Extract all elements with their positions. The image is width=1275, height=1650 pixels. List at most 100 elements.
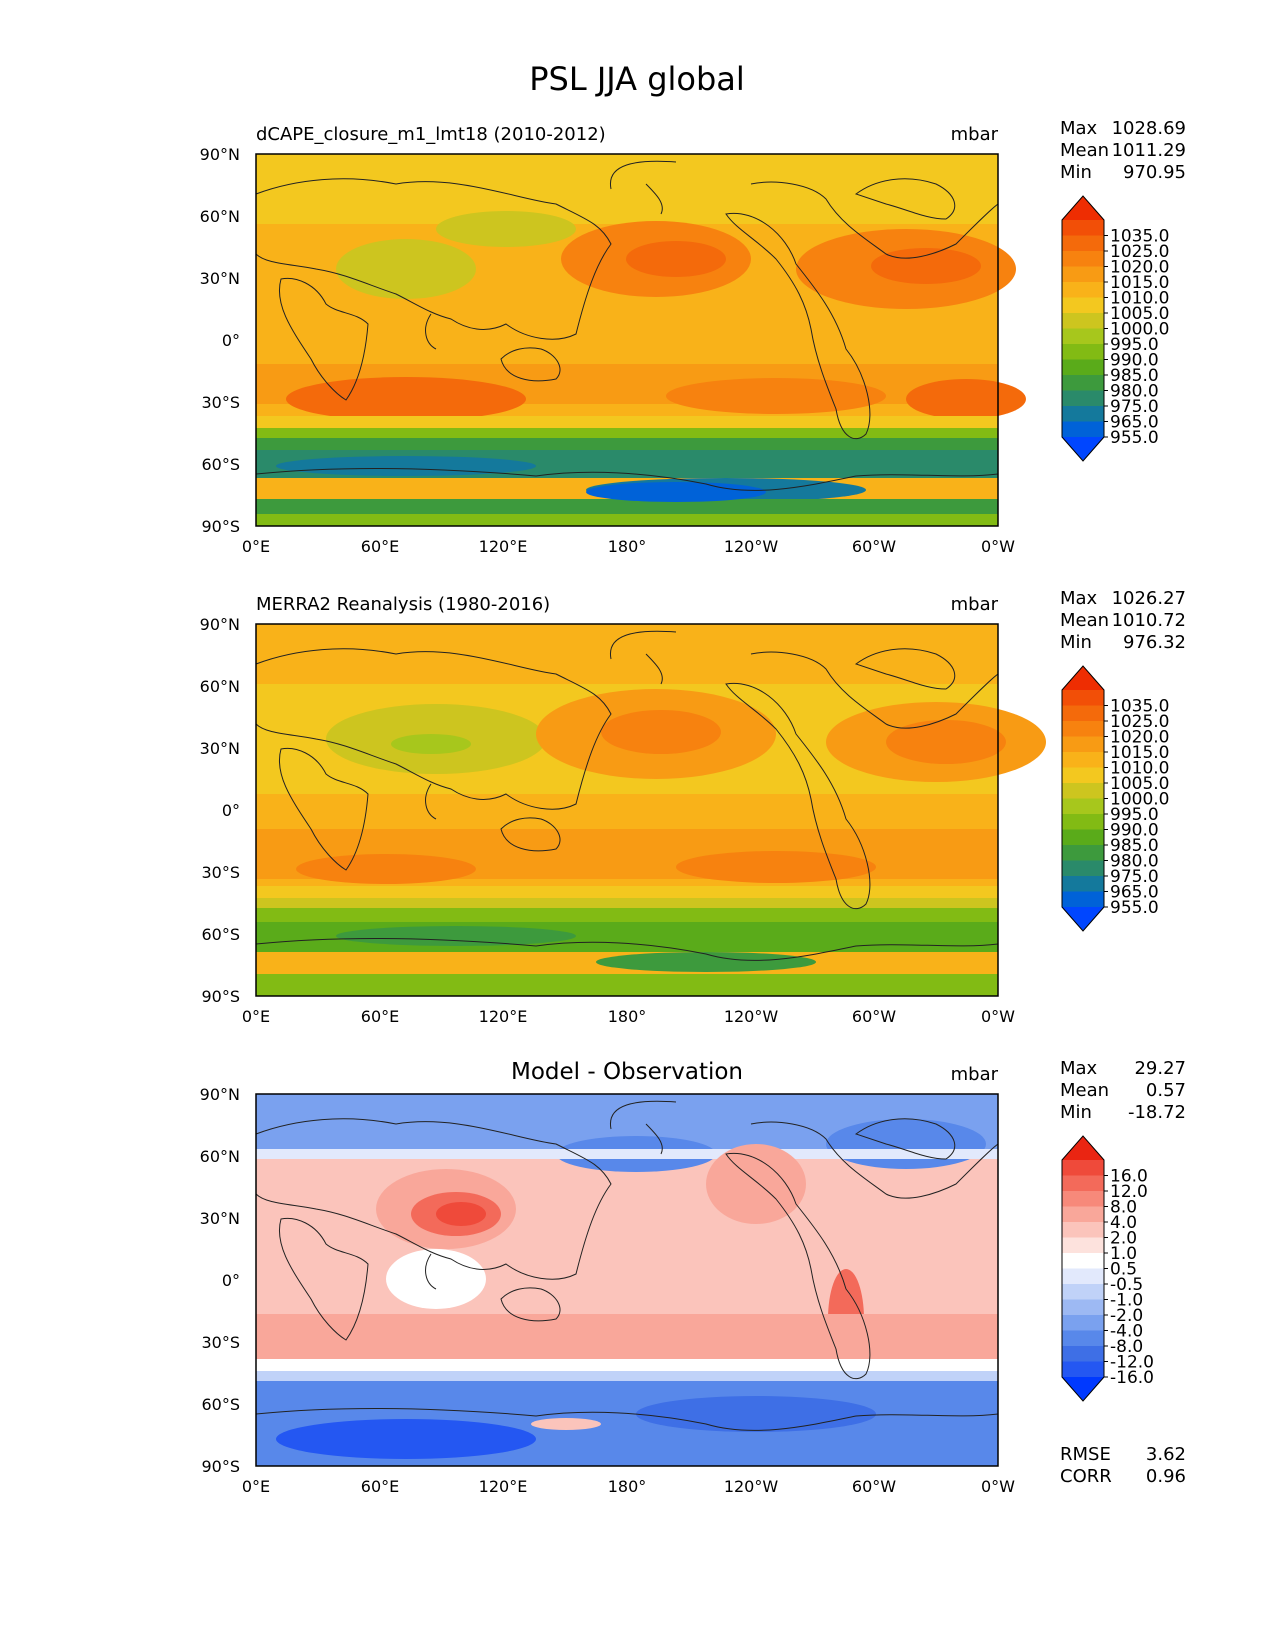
colorbar-tick-label: 1005.0: [1110, 304, 1169, 324]
field-high: [296, 854, 476, 884]
colorbar-segment: [1062, 344, 1104, 361]
colorbar-tick-label: 1000.0: [1110, 320, 1169, 340]
map-frame: [255, 1093, 999, 1467]
lat-tick: 60°S: [201, 925, 240, 944]
colorbar-segment: [1062, 829, 1104, 846]
lon-tick: 0°E: [242, 537, 270, 556]
colorbar-segment: [1062, 783, 1104, 800]
stat-min-label: Min: [1060, 162, 1092, 183]
colorbar-tick-label: 2.0: [1110, 1229, 1137, 1249]
field-high: [601, 710, 721, 754]
lon-tick: 120°E: [479, 1477, 528, 1496]
lat-tick: 0°: [222, 801, 240, 820]
panel-label: dCAPE_closure_m1_lmt18 (2010-2012): [256, 124, 606, 145]
field-low: [336, 239, 476, 299]
lon-tick-labels: 0°E 60°E 120°E 180° 120°W 60°W 0°W: [242, 1007, 1015, 1026]
colorbar-segment: [1062, 359, 1104, 376]
lat-tick-labels: 90°N 60°N 30°N 0° 30°S 60°S 90°S: [200, 1085, 240, 1476]
panel-obs: MERRA2 Reanalysis (1980-2016) mbar: [200, 588, 1186, 1026]
colorbar-segment: [1062, 1222, 1104, 1239]
colorbar-segment: [1062, 752, 1104, 769]
stat-mean-label: Mean: [1060, 140, 1109, 161]
lon-tick: 120°W: [724, 1477, 779, 1496]
figure-title: PSL JJA global: [529, 60, 745, 98]
corr-value: 0.96: [1146, 1466, 1186, 1487]
field-low: [586, 482, 766, 502]
colorbar-tick-label: -12.0: [1110, 1353, 1154, 1373]
stats-block: Max 1026.27 Mean 1010.72 Min 976.32: [1060, 588, 1186, 653]
colorbar-tick-label: 1005.0: [1110, 774, 1169, 794]
colorbar-tick-label: 980.0: [1110, 852, 1159, 872]
field-band: [256, 1149, 998, 1159]
field-high: [871, 248, 981, 284]
colorbar-tick-label: 1035.0: [1110, 697, 1169, 717]
colorbar-extend-min: [1062, 437, 1104, 461]
colorbar-tick-label: 1000.0: [1110, 790, 1169, 810]
panel-label: MERRA2 Reanalysis (1980-2016): [256, 594, 550, 615]
lon-tick: 60°W: [852, 1477, 896, 1496]
lat-tick: 90°N: [200, 1085, 240, 1104]
stat-mean-value: 1011.29: [1112, 140, 1186, 161]
colorbar-segment: [1062, 1315, 1104, 1332]
field-band: [256, 974, 998, 996]
colorbar-segment: [1062, 860, 1104, 877]
colorbar-extend-max: [1062, 666, 1104, 690]
colorbar-tick-label: 985.0: [1110, 836, 1159, 856]
colorbar-segment: [1062, 1361, 1104, 1378]
colorbar-tick-label: -1.0: [1110, 1291, 1143, 1311]
map-plot: [255, 623, 1046, 997]
field-high: [676, 851, 876, 883]
lon-tick: 0°E: [242, 1007, 270, 1026]
field-neg: [636, 1396, 876, 1432]
colorbar-segment: [1062, 406, 1104, 423]
field-high: [886, 720, 1006, 764]
colorbar-segment: [1062, 1253, 1104, 1270]
colorbar-tick-label: 1035.0: [1110, 227, 1169, 247]
lat-tick: 0°: [222, 331, 240, 350]
stats-block: Max 29.27 Mean 0.57 Min -18.72: [1060, 1058, 1186, 1123]
colorbar-tick-label: 1025.0: [1110, 242, 1169, 262]
field-low: [336, 926, 576, 946]
colorbar-segment: [1062, 845, 1104, 862]
colorbar-tick-label: -0.5: [1110, 1275, 1143, 1295]
colorbar-segment: [1062, 328, 1104, 345]
colorbar-tick-label: -2.0: [1110, 1306, 1143, 1326]
field-band: [256, 908, 998, 922]
lon-tick: 60°E: [361, 1007, 399, 1026]
lon-tick: 120°E: [479, 1007, 528, 1026]
colorbar-tick-label: 980.0: [1110, 382, 1159, 402]
colorbar-tick-label: 1015.0: [1110, 743, 1169, 763]
field-band: [256, 514, 998, 526]
colorbar-segment: [1062, 266, 1104, 283]
colorbar-tick-label: 955.0: [1110, 898, 1159, 918]
field-pos: [531, 1418, 601, 1430]
colorbar-segment: [1062, 1346, 1104, 1363]
colorbar-segment: [1062, 313, 1104, 330]
field-band: [256, 438, 998, 450]
lat-tick: 90°N: [200, 615, 240, 634]
lat-tick: 60°N: [200, 1147, 240, 1166]
colorbar-segment: [1062, 1330, 1104, 1347]
colorbar-tick-label: 8.0: [1110, 1198, 1137, 1218]
colorbar-extend-min: [1062, 907, 1104, 931]
lon-tick: 60°W: [852, 537, 896, 556]
stat-mean-value: 0.57: [1146, 1080, 1186, 1101]
lat-tick: 60°S: [201, 1395, 240, 1414]
colorbar-segment: [1062, 1299, 1104, 1316]
colorbar-tick-label: 1020.0: [1110, 258, 1169, 278]
colorbar-segment: [1062, 235, 1104, 252]
colorbar-tick-label: 16.0: [1110, 1167, 1148, 1187]
field-high: [906, 379, 1026, 419]
units-label: mbar: [951, 594, 999, 615]
lat-tick: 30°S: [201, 1333, 240, 1352]
colorbar-tick-label: 0.5: [1110, 1260, 1137, 1280]
lat-tick: 90°S: [201, 987, 240, 1006]
field-pos: [706, 1144, 806, 1224]
lon-tick: 0°E: [242, 1477, 270, 1496]
colorbar-segment: [1062, 705, 1104, 722]
colorbar-segment: [1062, 891, 1104, 908]
colorbar-segment: [1062, 767, 1104, 784]
stat-min-label: Min: [1060, 1102, 1092, 1123]
colorbar-segment: [1062, 721, 1104, 738]
colorbar-tick-label: 1020.0: [1110, 728, 1169, 748]
